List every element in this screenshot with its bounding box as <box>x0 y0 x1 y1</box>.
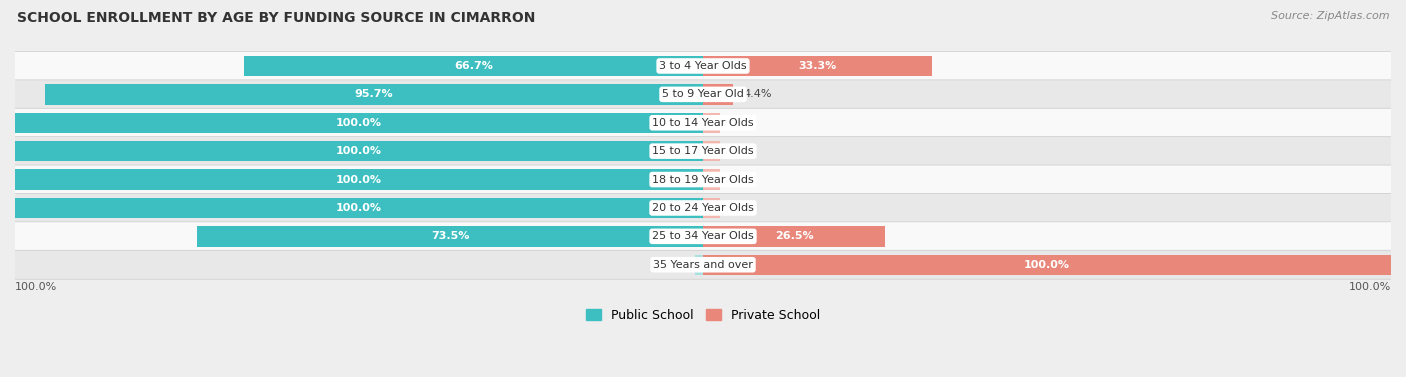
Bar <box>703 169 720 190</box>
Text: 100.0%: 100.0% <box>15 282 58 292</box>
Text: 3 to 4 Year Olds: 3 to 4 Year Olds <box>659 61 747 71</box>
Bar <box>703 112 720 133</box>
Bar <box>45 84 703 104</box>
Text: 100.0%: 100.0% <box>336 146 382 156</box>
FancyBboxPatch shape <box>1 165 1405 194</box>
Text: 25 to 34 Year Olds: 25 to 34 Year Olds <box>652 231 754 241</box>
Text: 20 to 24 Year Olds: 20 to 24 Year Olds <box>652 203 754 213</box>
Bar <box>703 141 720 161</box>
Text: 100.0%: 100.0% <box>1348 282 1391 292</box>
Text: 0.0%: 0.0% <box>727 118 755 128</box>
Text: 0.0%: 0.0% <box>727 146 755 156</box>
Text: 33.3%: 33.3% <box>799 61 837 71</box>
Bar <box>245 56 703 76</box>
Text: 15 to 17 Year Olds: 15 to 17 Year Olds <box>652 146 754 156</box>
Text: SCHOOL ENROLLMENT BY AGE BY FUNDING SOURCE IN CIMARRON: SCHOOL ENROLLMENT BY AGE BY FUNDING SOUR… <box>17 11 536 25</box>
Text: 0.0%: 0.0% <box>659 260 688 270</box>
Text: 26.5%: 26.5% <box>775 231 814 241</box>
Text: 0.0%: 0.0% <box>727 175 755 185</box>
Bar <box>15 198 703 218</box>
FancyBboxPatch shape <box>1 80 1405 109</box>
Bar <box>15 141 703 161</box>
Text: 18 to 19 Year Olds: 18 to 19 Year Olds <box>652 175 754 185</box>
Text: 10 to 14 Year Olds: 10 to 14 Year Olds <box>652 118 754 128</box>
Text: 5 to 9 Year Old: 5 to 9 Year Old <box>662 89 744 100</box>
Bar <box>15 112 703 133</box>
Bar <box>703 198 720 218</box>
Bar <box>703 84 734 104</box>
FancyBboxPatch shape <box>1 250 1405 279</box>
Legend: Public School, Private School: Public School, Private School <box>581 304 825 327</box>
Text: 100.0%: 100.0% <box>336 118 382 128</box>
Text: 100.0%: 100.0% <box>336 203 382 213</box>
Text: 4.4%: 4.4% <box>744 89 772 100</box>
FancyBboxPatch shape <box>1 222 1405 251</box>
Bar <box>197 226 703 247</box>
Text: 66.7%: 66.7% <box>454 61 494 71</box>
Bar <box>15 169 703 190</box>
Text: 0.0%: 0.0% <box>727 203 755 213</box>
Text: 95.7%: 95.7% <box>354 89 394 100</box>
FancyBboxPatch shape <box>1 193 1405 222</box>
FancyBboxPatch shape <box>1 52 1405 80</box>
Text: 73.5%: 73.5% <box>432 231 470 241</box>
FancyBboxPatch shape <box>1 108 1405 137</box>
Text: Source: ZipAtlas.com: Source: ZipAtlas.com <box>1271 11 1389 21</box>
Text: 35 Years and over: 35 Years and over <box>652 260 754 270</box>
Bar <box>695 254 703 275</box>
Text: 100.0%: 100.0% <box>336 175 382 185</box>
Bar <box>703 254 1391 275</box>
Bar <box>703 56 932 76</box>
FancyBboxPatch shape <box>1 137 1405 166</box>
Text: 100.0%: 100.0% <box>1024 260 1070 270</box>
Bar <box>703 226 886 247</box>
